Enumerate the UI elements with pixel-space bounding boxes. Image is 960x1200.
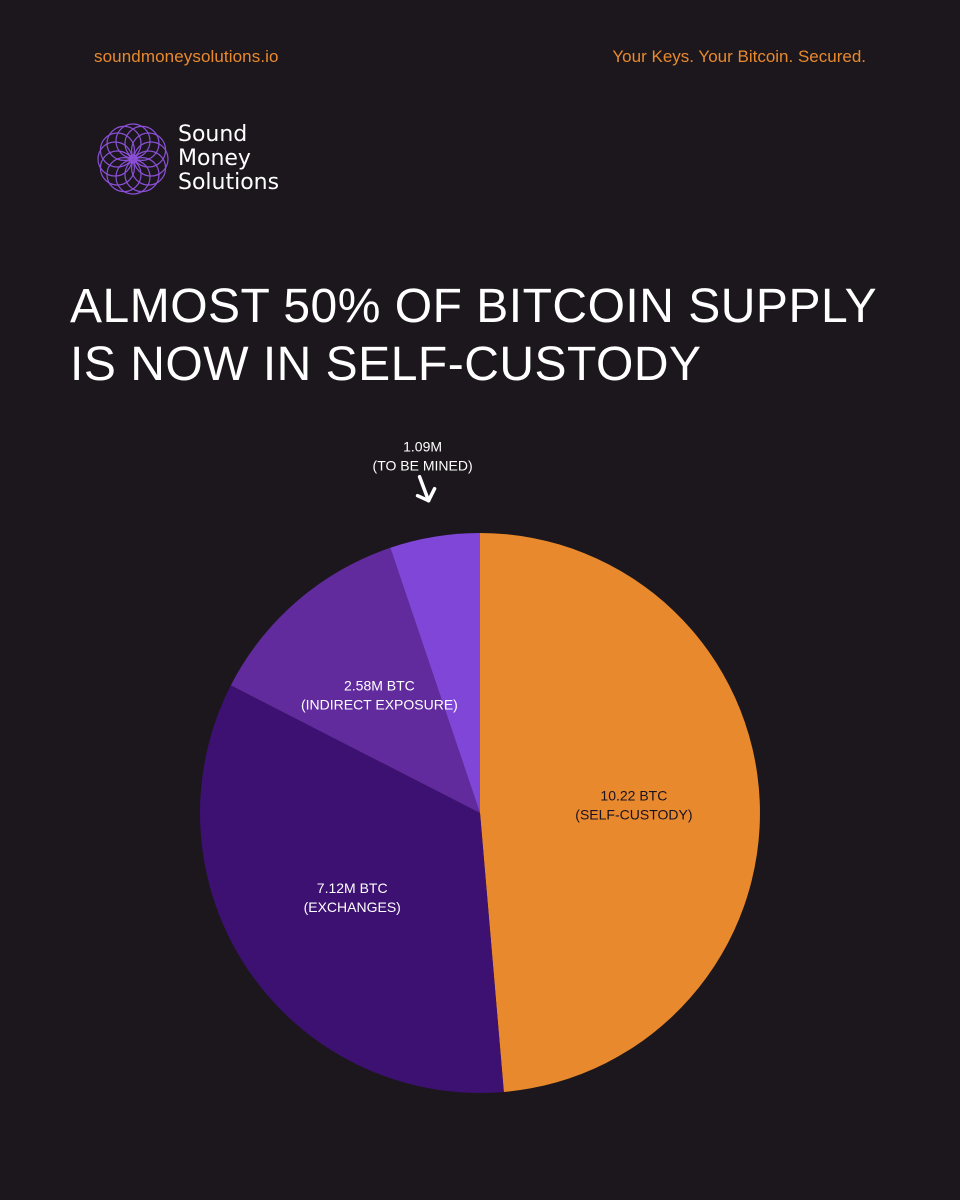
title-line2: IS NOW IN SELF-CUSTODY	[70, 338, 702, 391]
pie-slices	[200, 532, 760, 1093]
brand-name-line3: Solutions	[178, 170, 280, 195]
slice-label-exchanges: 7.12M BTC (EXCHANGES)	[304, 880, 401, 915]
logo-petal	[130, 132, 167, 168]
logo-center	[128, 154, 138, 164]
pie-slice-exchanges	[200, 685, 504, 1093]
flower-of-life-icon	[97, 123, 169, 195]
title-line1: ALMOST 50% OF BITCOIN SUPPLY	[70, 280, 878, 333]
down-arrow-icon	[415, 474, 437, 503]
slice-label-indirect-exposure: 2.58M BTC (INDIRECT EXPOSURE)	[301, 677, 458, 712]
pie-slice-to-be-mined	[390, 532, 480, 813]
slice-category-to-be-mined: (TO BE MINED)	[373, 458, 473, 474]
page-title: ALMOST 50% OF BITCOIN SUPPLY IS NOW IN S…	[70, 278, 910, 394]
brand-logo: Sound Money Solutions	[96, 122, 279, 196]
logo-petal	[124, 125, 160, 162]
slice-label-to-be-mined: 1.09M (TO BE MINED)	[373, 439, 473, 474]
website-url[interactable]: soundmoneysolutions.io	[94, 47, 279, 66]
pie-labels: 10.22 BTC (SELF-CUSTODY) 7.12M BTC (EXCHANG…	[301, 439, 693, 915]
brand-name: Sound Money Solutions	[178, 123, 279, 195]
pie-slice-self-custody	[480, 533, 760, 1092]
slice-value-indirect-exposure: 2.58M BTC	[344, 677, 415, 693]
slice-category-indirect-exposure: (INDIRECT EXPOSURE)	[301, 696, 458, 712]
slice-label-self-custody: 10.22 BTC (SELF-CUSTODY)	[575, 787, 692, 822]
brand-name-line2: Money	[178, 146, 251, 171]
callout	[415, 474, 437, 503]
brand-name-line1: Sound	[178, 122, 248, 147]
slice-category-self-custody: (SELF-CUSTODY)	[575, 806, 692, 822]
slice-value-exchanges: 7.12M BTC	[317, 880, 388, 896]
pie-slice-indirect-exposure	[230, 547, 480, 813]
slice-value-self-custody: 10.22 BTC	[600, 787, 667, 803]
slice-category-exchanges: (EXCHANGES)	[304, 899, 401, 915]
tagline: Your Keys. Your Bitcoin. Secured.	[612, 47, 866, 66]
slice-value-to-be-mined: 1.09M	[403, 439, 442, 455]
